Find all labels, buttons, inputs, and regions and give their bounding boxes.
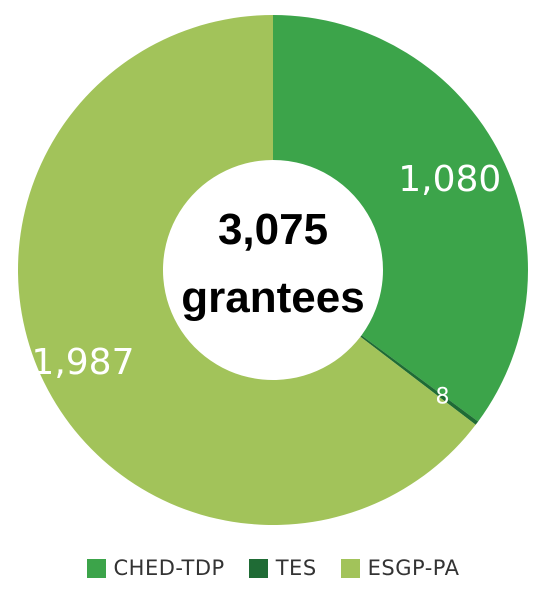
donut-chart: 1,080 8 1,987 3,075 grantees [18, 15, 529, 525]
slice-labels: 1,080 8 1,987 [31, 159, 501, 410]
legend-label-tes: TES [275, 556, 317, 580]
legend: CHED-TDP TES ESGP-PA [0, 548, 546, 588]
legend-swatch-tes [248, 558, 268, 578]
legend-item-esgp-pa: ESGP-PA [340, 556, 460, 580]
slice-esgp-pa [18, 15, 476, 525]
legend-swatch-ched-tdp [86, 558, 106, 578]
slice-label-ched-tdp: 1,080 [398, 159, 501, 200]
center-caption: grantees [181, 273, 364, 322]
legend-item-tes: TES [248, 556, 317, 580]
legend-swatch-esgp-pa [340, 558, 360, 578]
center-total: 3,075 [218, 205, 328, 254]
slice-tes [360, 335, 479, 425]
slice-ched-tdp [273, 15, 529, 422]
legend-label-esgp-pa: ESGP-PA [367, 556, 460, 580]
slice-label-tes: 8 [436, 384, 450, 409]
legend-label-ched-tdp: CHED-TDP [113, 556, 225, 580]
slice-label-esgp-pa: 1,987 [31, 342, 134, 383]
donut-slices [18, 15, 529, 525]
legend-item-ched-tdp: CHED-TDP [86, 556, 225, 580]
